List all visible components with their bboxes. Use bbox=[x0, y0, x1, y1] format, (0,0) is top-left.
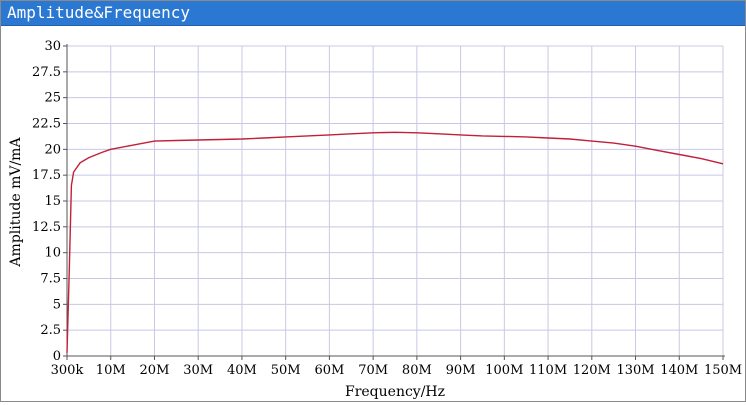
y-tick-label: 5 bbox=[53, 297, 61, 312]
tick-labels: 300k 10M 20M 30M 40M 50M 60M 70M 80M 90M 100M 110M 1… bbox=[32, 39, 742, 378]
y-tick-label: 7.5 bbox=[40, 272, 61, 287]
y-tick-label: 2.5 bbox=[40, 323, 61, 338]
x-tick-label: 80M bbox=[402, 363, 432, 378]
x-tick-label: 140M bbox=[660, 363, 698, 378]
x-tick-label: 30M bbox=[183, 363, 213, 378]
x-tick-label: 110M bbox=[529, 363, 567, 378]
x-tick-label: 300k bbox=[51, 363, 84, 378]
y-tick-label: 17.5 bbox=[32, 168, 61, 183]
x-tick-label: 100M bbox=[485, 363, 523, 378]
amplitude-frequency-chart: 300k 10M 20M 30M 40M 50M 60M 70M 80M 90M 100M 110M 1… bbox=[8, 39, 742, 400]
x-tick-label: 70M bbox=[358, 363, 388, 378]
y-tick-label: 0 bbox=[53, 349, 61, 364]
y-tick-label: 25 bbox=[44, 91, 61, 106]
y-tick-label: 10 bbox=[44, 246, 61, 261]
y-tick-label: 15 bbox=[44, 194, 61, 209]
axes bbox=[63, 44, 725, 360]
series-layer bbox=[66, 131, 724, 353]
x-tick-label: 150M bbox=[704, 363, 742, 378]
chart-area: 300k 10M 20M 30M 40M 50M 60M 70M 80M 90M 100M 110M 1… bbox=[1, 26, 745, 401]
y-tick-label: 12.5 bbox=[32, 220, 61, 235]
x-tick-label: 130M bbox=[616, 363, 654, 378]
x-tick-label: 60M bbox=[314, 363, 344, 378]
x-tick-label: 10M bbox=[96, 363, 126, 378]
amplitude-curve bbox=[66, 131, 724, 353]
x-tick-label: 50M bbox=[271, 363, 301, 378]
grid-lines bbox=[67, 45, 724, 356]
window-title: Amplitude&Frequency bbox=[7, 3, 191, 22]
y-axis-label: Amplitude mV/mA bbox=[8, 137, 24, 268]
x-tick-label: 40M bbox=[227, 363, 257, 378]
x-axis-label: Frequency/Hz bbox=[345, 384, 445, 400]
x-tick-label: 20M bbox=[140, 363, 170, 378]
y-tick-label: 27.5 bbox=[32, 65, 61, 80]
y-tick-label: 22.5 bbox=[32, 117, 61, 132]
title-bar: Amplitude&Frequency bbox=[1, 1, 745, 26]
x-tick-label: 90M bbox=[446, 363, 476, 378]
x-tick-label: 120M bbox=[573, 363, 611, 378]
y-tick-label: 20 bbox=[44, 142, 61, 157]
y-tick-label: 30 bbox=[44, 39, 61, 54]
